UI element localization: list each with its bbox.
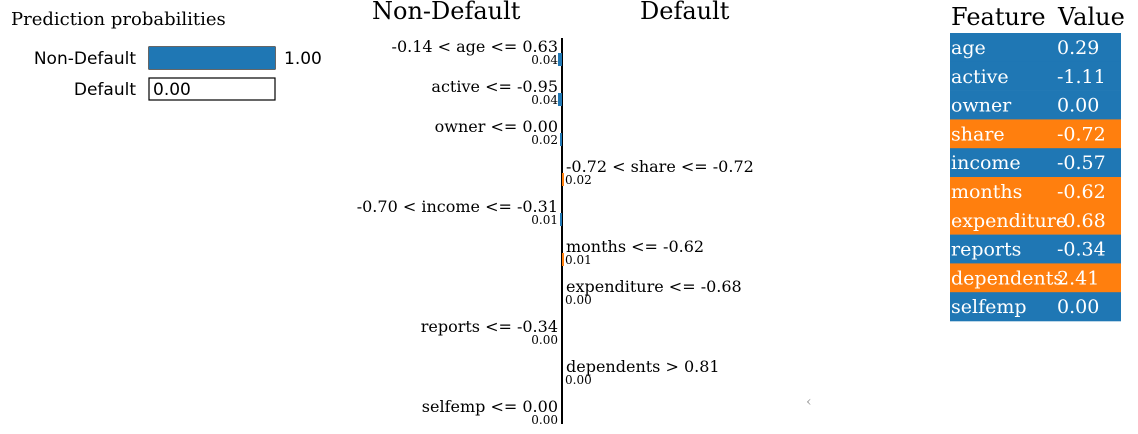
feature-condition-label: months <= -0.62: [566, 237, 704, 256]
feature-weight-bar: [558, 53, 562, 66]
table-cell-feature: expenditure: [951, 210, 1067, 232]
feature-weight-bar: [560, 133, 562, 146]
feature-condition-label: dependents > 0.81: [566, 357, 720, 376]
feature-weight-value: 0.02: [565, 173, 592, 187]
table-cell-value: 0.00: [1057, 95, 1099, 117]
prediction-probabilities-panel: Prediction probabilities Non-Default 1.00…: [11, 9, 322, 101]
feature-weight-value: 0.04: [531, 53, 558, 67]
feature-weight-bar: [560, 213, 562, 226]
table-cell-value: -0.34: [1057, 239, 1106, 261]
table-row: [950, 205, 1121, 235]
feature-weight-value: 0.01: [565, 253, 592, 267]
feature-weight-value: 0.00: [565, 293, 592, 307]
feature-weight-bar: [562, 253, 564, 266]
feature-weight-value: 0.00: [565, 373, 592, 387]
table-cell-feature: dependents: [951, 267, 1063, 289]
table-row: [950, 234, 1121, 264]
feature-weight-value: 0.00: [531, 413, 558, 427]
probability-value-label: 1.00: [284, 49, 322, 69]
table-cell-value: 2.41: [1057, 267, 1099, 289]
table-cell-feature: active: [951, 66, 1009, 88]
table-row: [950, 61, 1121, 91]
table-row: [950, 33, 1121, 63]
feature-condition-label: expenditure <= -0.68: [566, 277, 742, 296]
table-cell-feature: share: [951, 123, 1005, 145]
table-row: [950, 119, 1121, 149]
probability-value-label: 0.00: [153, 80, 191, 100]
table-cell-value: 0.29: [1057, 37, 1099, 59]
feature-value-table: Feature Value age 0.29 active -1.11 owner 0.0…: [950, 3, 1125, 322]
class-label-negative: Non-Default: [372, 0, 521, 25]
table-cell-value: -0.62: [1057, 181, 1106, 203]
class-label-positive: Default: [640, 0, 730, 25]
prediction-probabilities-title: Prediction probabilities: [11, 9, 226, 30]
column-header-value: Value: [1057, 3, 1125, 31]
table-cell-feature: owner: [951, 95, 1012, 117]
table-cell-value: 0.00: [1057, 296, 1099, 318]
table-row: [950, 263, 1121, 293]
feature-condition-label: owner <= 0.00: [435, 117, 558, 136]
probability-label: Non-Default: [34, 49, 136, 69]
table-row: [950, 148, 1121, 178]
table-cell-feature: months: [951, 181, 1022, 203]
table-cell-value: -0.68: [1057, 210, 1106, 232]
scroll-indicator[interactable]: ‹: [806, 394, 812, 410]
feature-weight-value: 0.00: [531, 333, 558, 347]
feature-weight-bar: [562, 173, 564, 186]
feature-condition-label: -0.72 < share <= -0.72: [566, 157, 754, 176]
feature-condition-label: active <= -0.95: [431, 77, 558, 96]
table-cell-value: -0.72: [1057, 123, 1106, 145]
feature-weights-panel: Non-Default Default -0.14 < age <= 0.630…: [357, 0, 754, 427]
table-row: [950, 90, 1121, 120]
feature-weight-value: 0.04: [531, 93, 558, 107]
feature-condition-label: reports <= -0.34: [421, 317, 558, 336]
feature-weight-value: 0.01: [531, 213, 558, 227]
feature-condition-label: -0.70 < income <= -0.31: [357, 197, 558, 216]
probability-bar-fill: [149, 47, 275, 69]
table-cell-feature: reports: [951, 239, 1021, 261]
table-row: [950, 292, 1121, 322]
table-cell-feature: age: [951, 37, 986, 59]
feature-condition-label: selfemp <= 0.00: [422, 397, 558, 416]
table-cell-feature: income: [951, 152, 1021, 174]
column-header-feature: Feature: [951, 3, 1046, 31]
table-row: [950, 177, 1121, 207]
feature-condition-label: -0.14 < age <= 0.63: [392, 37, 558, 56]
table-cell-value: -0.57: [1057, 152, 1106, 174]
feature-weight-value: 0.02: [531, 133, 558, 147]
feature-weight-bar: [558, 93, 562, 106]
table-cell-value: -1.11: [1057, 66, 1106, 88]
probability-label: Default: [74, 80, 136, 100]
table-cell-feature: selfemp: [951, 296, 1027, 318]
probability-bar-frame: [148, 77, 276, 101]
